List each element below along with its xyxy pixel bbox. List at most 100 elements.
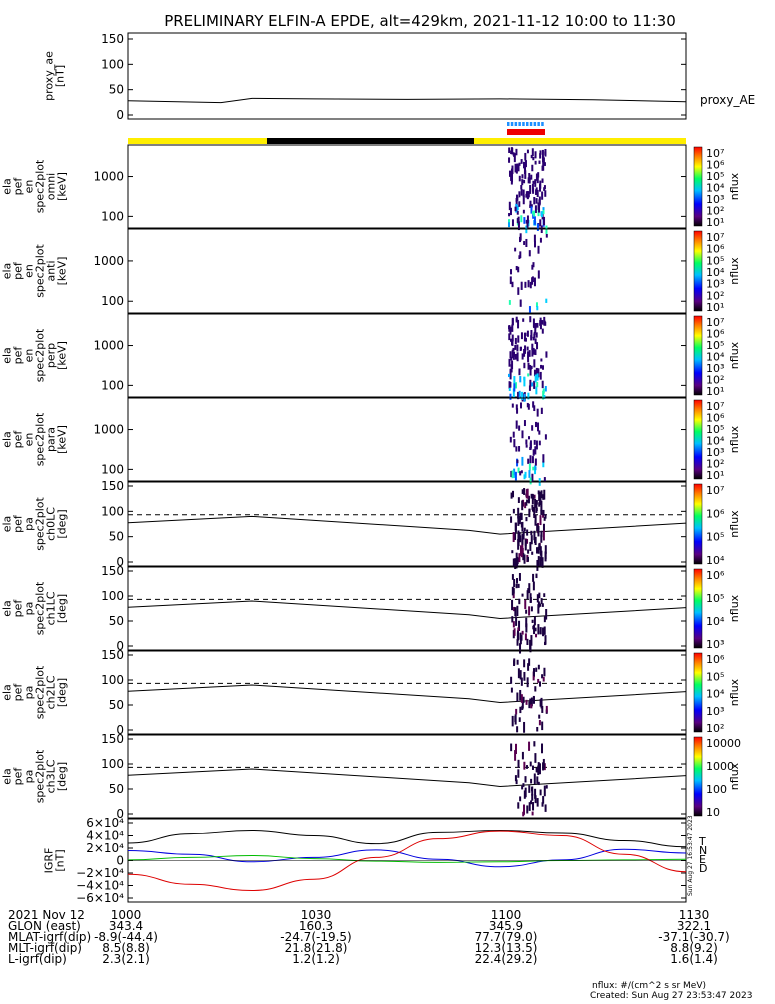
ch3-spec-pixel <box>538 763 541 775</box>
ch1-spec-pixel <box>538 592 541 599</box>
ch1-spec-pixel <box>535 573 538 579</box>
perp-spec-pixel <box>510 356 513 361</box>
ch1-spec-pixel <box>543 593 546 597</box>
omni-spec-pixel <box>515 200 518 205</box>
ch3-loss-cone-line <box>127 768 687 788</box>
para-spec-pixel <box>533 405 536 412</box>
ch1-spec-pixel <box>518 573 521 581</box>
perp-spec-pixel <box>533 359 536 368</box>
ch0-spec-pixel <box>538 496 541 505</box>
ch3-spec-pixel <box>519 796 522 802</box>
omni-spec-pixel <box>516 205 519 210</box>
ylabel-line: spec2plot <box>34 159 47 213</box>
ch3-spec-pixel <box>521 785 524 790</box>
omni-spec-pixel <box>508 219 511 223</box>
omni-spec-pixel <box>525 193 528 198</box>
omni-spec-pixel <box>532 156 535 161</box>
anti-spec-pixel <box>532 262 535 268</box>
omni-spec-pixel <box>545 225 548 235</box>
footer-value: 345.9 <box>489 919 523 933</box>
para-spec-pixel <box>524 471 527 478</box>
anti-spec-pixel <box>518 255 521 260</box>
perp-spec-pixel <box>526 346 529 351</box>
ch1-spec-pixel <box>511 616 514 623</box>
perp-tick-label: 100 <box>101 378 124 392</box>
omni-spec-pixel <box>523 179 526 184</box>
perp-tick-label: 1000 <box>93 339 124 353</box>
ch3-spec-pixel <box>533 741 536 747</box>
ylabel-line: pef <box>12 514 25 533</box>
perp-spec-pixel <box>511 338 514 346</box>
ylabel-line: ela <box>1 431 14 448</box>
omni-spec-pixel <box>525 191 528 196</box>
omni-spec-pixel <box>512 152 515 156</box>
perp-spec-pixel <box>527 351 530 359</box>
igrf-series-E <box>127 854 687 863</box>
ch3-spec-pixel <box>523 804 526 815</box>
ch1-spec-pixel <box>516 632 519 640</box>
ch0-spec-pixel <box>510 492 513 499</box>
para-tick-label: 100 <box>101 462 124 476</box>
perp-spec-pixel <box>531 343 534 350</box>
para-spec-pixel <box>509 436 512 443</box>
perp-spec-pixel <box>516 352 519 362</box>
ch2-spec-pixel <box>518 717 521 722</box>
ch0-spec-pixel <box>536 523 539 532</box>
anti-tick-label: 100 <box>101 294 124 308</box>
perp-spec-pixel <box>534 327 537 333</box>
ch1-tick-label: 150 <box>101 564 124 578</box>
perp-spec-pixel <box>509 382 512 388</box>
panel-omni: elapefenspec2plotomni[keV] 100010010⁷10⁶1… <box>1 144 741 235</box>
perp-spec-pixel <box>536 381 539 388</box>
perp-colorbar-tick: 10³ <box>706 362 724 375</box>
ch3-tick-label: 150 <box>101 732 124 746</box>
para-spec-pixel <box>528 436 531 440</box>
omni-spec-pixel <box>531 164 534 172</box>
ch1-spec-pixel <box>543 641 546 646</box>
ch3-colorbar-tick: 10 <box>706 806 720 819</box>
ch0-spec-pixel <box>512 532 515 543</box>
omni-spec-pixel <box>529 204 532 208</box>
ch0-spec-pixel <box>530 530 533 536</box>
anti-spec-pixel <box>537 270 540 279</box>
perp-spec-pixel <box>513 351 516 357</box>
ch3-spec-pixel <box>517 769 520 778</box>
ch0-spec-pixel <box>537 546 540 554</box>
ch1-spec-pixel <box>528 583 531 594</box>
ch0-spec-pixel <box>540 500 543 512</box>
anti-colorbar-tick: 10⁶ <box>706 243 725 256</box>
ylabel-line: spec2plot <box>34 497 47 551</box>
ch3-spec-pixel <box>521 751 524 760</box>
anti-spec-pixel <box>508 300 511 305</box>
omni-spec-pixel <box>534 179 537 187</box>
omni-colorbar-tick: 10⁶ <box>706 159 725 172</box>
perp-spec-pixel <box>520 332 523 340</box>
perp-spec-pixel <box>540 358 543 362</box>
ch1-loss-cone-line <box>127 600 687 620</box>
para-spec-pixel <box>528 470 531 478</box>
perp-spec-pixel <box>529 379 532 387</box>
ch1-spec-pixel <box>539 603 542 607</box>
anti-spec-pixel <box>536 306 539 311</box>
ch0-spec-pixel <box>540 490 543 499</box>
ch1-spec-pixel <box>532 573 535 582</box>
ch2-colorbar-tick: 10³ <box>706 705 724 718</box>
omni-spec-pixel <box>515 148 518 156</box>
anti-spec-pixel <box>511 281 514 288</box>
proxy-frame <box>127 32 687 120</box>
anti-spec-pixel <box>531 264 534 270</box>
ch3-spec-pixel <box>523 761 526 770</box>
ch3-spec-pixel <box>525 765 528 769</box>
perp-spec-pixel <box>527 392 530 400</box>
para-colorbar-label: nflux <box>728 425 741 453</box>
ch0-spec-pixel <box>533 494 536 499</box>
ch2-spec-pixel <box>514 715 517 723</box>
ch0-spec-pixel <box>528 508 531 518</box>
perp-spec-pixel <box>508 325 511 330</box>
ch3-frame <box>127 734 687 819</box>
para-spec-pixel <box>537 422 540 432</box>
footer-value: -8.9(-44.4) <box>94 930 158 944</box>
ch0-spec-pixel <box>518 532 521 542</box>
ch1-spec-pixel <box>537 624 540 635</box>
ylabel-line: ch1LC <box>45 591 58 625</box>
